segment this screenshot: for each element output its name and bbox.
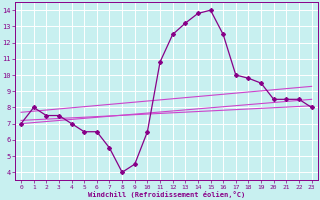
X-axis label: Windchill (Refroidissement éolien,°C): Windchill (Refroidissement éolien,°C) <box>88 191 245 198</box>
